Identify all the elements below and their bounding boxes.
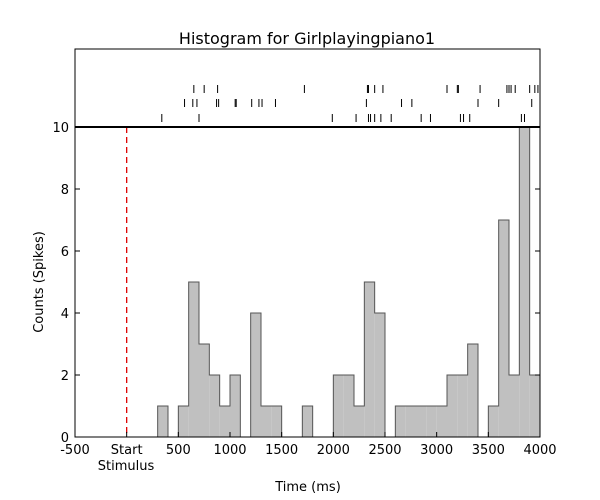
histogram-bar: [230, 375, 241, 437]
x-tick-label: 2000: [317, 443, 350, 458]
histogram-bar: [302, 406, 313, 437]
x-axis-label: Time (ms): [274, 480, 341, 495]
histogram-bar: [188, 282, 199, 437]
stimulus-label: Stimulus: [98, 459, 155, 474]
y-tick-label: 10: [52, 121, 69, 136]
y-tick-label: 2: [61, 369, 69, 384]
histogram-bar: [457, 375, 468, 437]
plot-frame: [74, 48, 541, 438]
histogram-bar: [405, 406, 416, 437]
histogram-bar: [416, 406, 427, 437]
x-tick-label: 3500: [472, 443, 505, 458]
x-tick-label: 2500: [368, 443, 401, 458]
histogram-bar: [178, 406, 189, 437]
histogram-bar: [261, 406, 272, 437]
y-tick-label: 4: [61, 307, 69, 322]
histogram-bar: [199, 344, 210, 437]
histogram-bar: [333, 375, 344, 437]
x-tick-label: -500: [60, 443, 90, 458]
y-tick-label: 0: [61, 431, 69, 446]
histogram-bar: [529, 375, 540, 437]
histogram-bar: [447, 375, 458, 437]
histogram-bar: [354, 406, 365, 437]
histogram-bar: [509, 375, 520, 437]
x-axis-ticks: -500 Start 500 1000 1500 2000 2500 3000 3500 4000: [60, 432, 557, 458]
y-axis-ticks: 0 2 4 6 8 10: [52, 121, 540, 446]
x-tick-label: 3000: [420, 443, 453, 458]
y-tick-label: 8: [61, 183, 69, 198]
histogram-bar: [467, 344, 478, 437]
histogram-bar: [209, 375, 220, 437]
histogram-bar: [426, 406, 437, 437]
spike-raster: [161, 85, 539, 122]
x-tick-label: 500: [166, 443, 191, 458]
x-tick-label: Start: [111, 443, 143, 458]
x-tick-label: 4000: [523, 443, 556, 458]
histogram-bar: [395, 406, 406, 437]
histogram-bar: [488, 406, 499, 437]
histogram-bar: [343, 375, 354, 437]
histogram-bar: [157, 406, 168, 437]
histogram-bar: [519, 127, 530, 437]
y-axis-label: Counts (Spikes): [32, 231, 47, 333]
y-tick-label: 6: [61, 245, 69, 260]
chart-title: Histogram for Girlplayingpiano1: [179, 29, 435, 48]
x-tick-label: 1500: [265, 443, 298, 458]
histogram-bar: [271, 406, 282, 437]
histogram-bar: [250, 313, 261, 437]
histogram-bar: [498, 220, 509, 437]
x-tick-label: 1000: [213, 443, 246, 458]
histogram-bar: [436, 406, 447, 437]
histogram-bar: [374, 313, 385, 437]
histogram-bar: [219, 406, 230, 437]
histogram-bar: [364, 282, 375, 437]
